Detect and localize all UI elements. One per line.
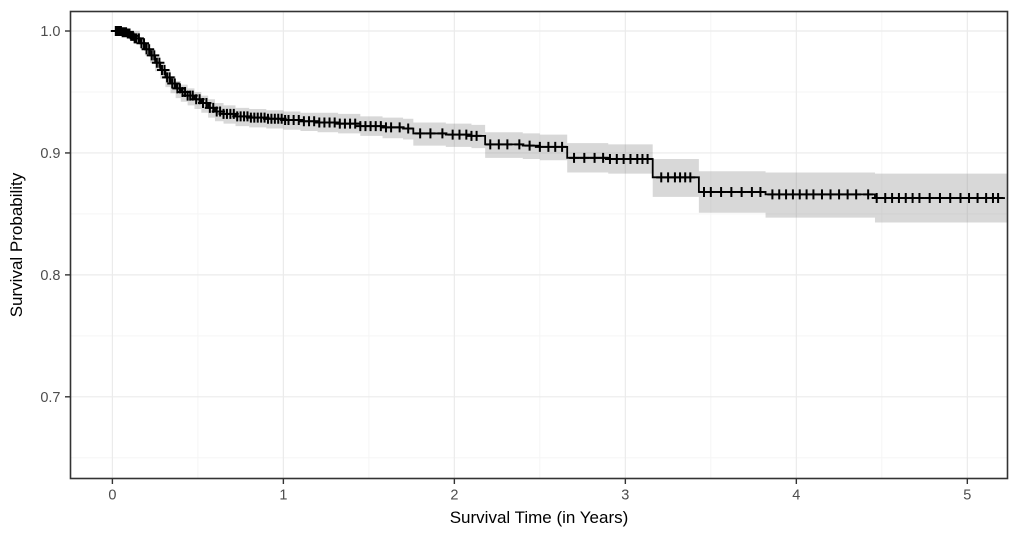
x-tick-label: 0 [108, 488, 116, 504]
y-axis-title: Survival Probability [7, 172, 26, 318]
y-tick-label: 1.0 [40, 24, 60, 40]
panel-background [70, 11, 1008, 479]
censor-marks [110, 26, 1004, 204]
x-tick-label: 5 [963, 488, 971, 504]
panel-border [69, 10, 1009, 480]
x-tick-label: 4 [792, 488, 800, 504]
x-tick-label: 1 [279, 488, 287, 504]
y-tick-label: 0.8 [40, 268, 60, 284]
y-tick-label: 0.7 [40, 390, 60, 406]
x-axis-title: Survival Time (in Years) [449, 508, 629, 527]
x-tick-label: 2 [450, 488, 458, 504]
y-tick-label: 0.9 [40, 146, 60, 162]
x-tick-label: 3 [621, 488, 629, 504]
confidence-band [112, 31, 1008, 223]
